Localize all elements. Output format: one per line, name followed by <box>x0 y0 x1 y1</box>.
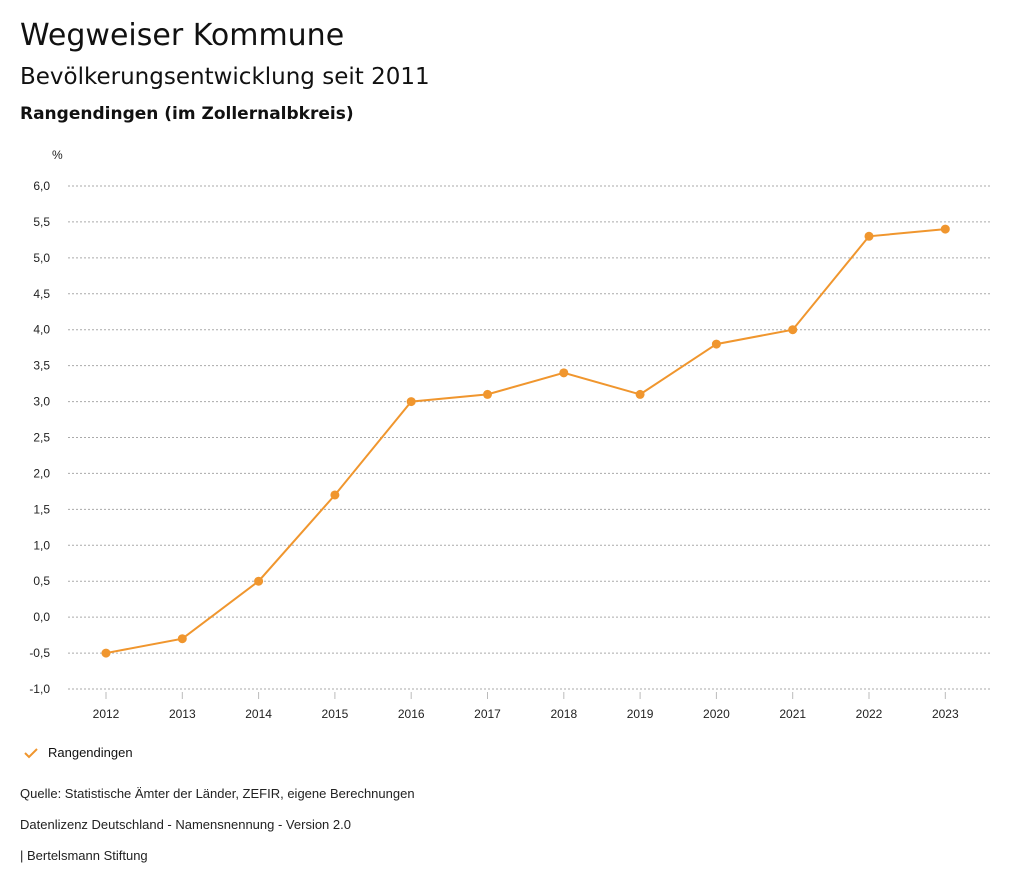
data-point[interactable] <box>177 634 187 644</box>
data-point[interactable] <box>864 231 874 241</box>
x-tick-label: 2014 <box>245 707 272 721</box>
data-point[interactable] <box>483 389 492 399</box>
chart-subtitle: Rangendingen (im Zollernalbkreis) <box>20 104 354 124</box>
y-tick-label: -1,0 <box>29 682 50 696</box>
x-tick-label: 2021 <box>779 707 806 721</box>
x-tick-label: 2023 <box>932 707 959 721</box>
data-point[interactable] <box>635 389 645 399</box>
y-tick-label: 6,0 <box>33 179 50 193</box>
x-tick-label: 2022 <box>856 707 883 721</box>
y-tick-label: 2,5 <box>33 431 50 445</box>
y-tick-label: 0,0 <box>33 610 50 624</box>
x-tick-label: 2013 <box>169 707 196 721</box>
y-tick-label: -0,5 <box>29 646 50 660</box>
data-point[interactable] <box>559 368 569 378</box>
line-chart: % 6,0 5,5 5,0 4,5 4,0 3,5 3,0 2,5 2,0 1,5 1,0 0,5 0,… <box>29 148 990 721</box>
x-tick-label: 2017 <box>474 707 501 721</box>
series-line <box>105 228 946 655</box>
y-tick-label: 4,5 <box>33 287 50 301</box>
x-tick-label: 2016 <box>398 707 425 721</box>
x-tick-label: 2018 <box>550 707 577 721</box>
y-tick-label: 0,5 <box>33 574 50 588</box>
check-icon <box>24 747 38 758</box>
chart-title: Bevölkerungsentwicklung seit 2011 <box>20 64 430 90</box>
y-tick-label: 4,0 <box>33 323 50 337</box>
y-tick-label: 3,5 <box>33 359 50 373</box>
license-text: Datenlizenz Deutschland - Namensnennung … <box>20 817 351 832</box>
data-point[interactable] <box>330 490 340 500</box>
y-tick-label: 1,5 <box>33 502 50 516</box>
x-tick-label: 2015 <box>322 707 349 721</box>
source-text: Quelle: Statistische Ämter der Länder, Z… <box>20 786 415 801</box>
x-tick-label: 2012 <box>93 707 120 721</box>
x-tick-label: 2019 <box>627 707 654 721</box>
data-point[interactable] <box>711 339 721 349</box>
legend-label: Rangendingen <box>48 745 133 760</box>
app-title: Wegweiser Kommune <box>20 18 345 53</box>
x-tick-label: 2020 <box>703 707 730 721</box>
data-point[interactable] <box>406 397 416 407</box>
data-point[interactable] <box>940 224 950 234</box>
legend-item[interactable]: Rangendingen <box>24 745 133 760</box>
y-tick-label: 5,0 <box>33 251 50 265</box>
y-axis-label: % <box>52 148 63 162</box>
data-point[interactable] <box>254 576 264 586</box>
data-point[interactable] <box>101 648 111 658</box>
data-point[interactable] <box>788 325 798 335</box>
brand-text: | Bertelsmann Stiftung <box>20 848 148 863</box>
y-tick-label: 5,5 <box>33 215 50 229</box>
y-tick-label: 1,0 <box>33 538 50 552</box>
y-tick-label: 3,0 <box>33 395 50 409</box>
y-tick-label: 2,0 <box>33 466 50 480</box>
